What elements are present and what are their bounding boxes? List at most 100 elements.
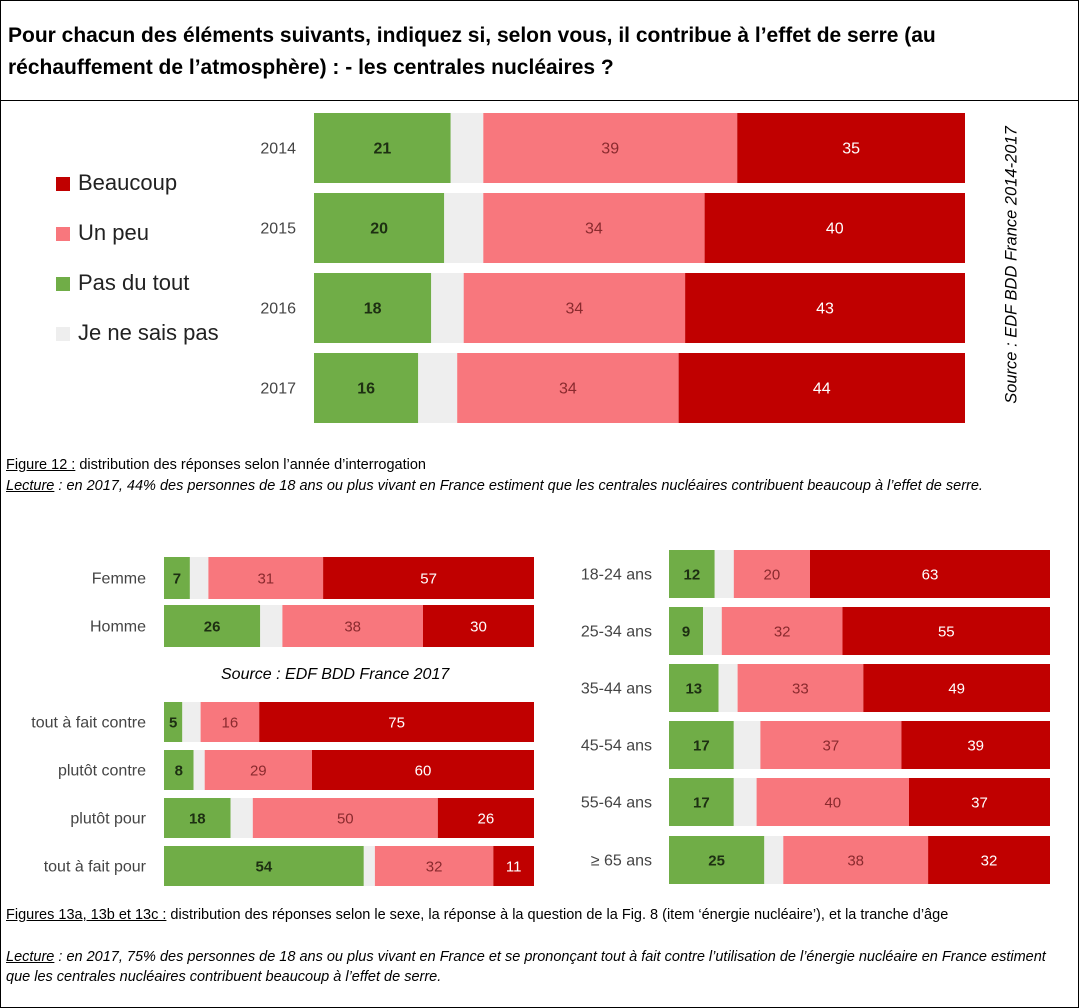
bar-un-peu-45-54-ans <box>760 721 902 769</box>
bar-pas-du-tout-2015 <box>314 193 445 263</box>
bar-un-peu-plutot-contre <box>204 750 312 790</box>
value-label-un-peu-2017: 34 <box>559 381 577 398</box>
value-label-beaucoup-femme: 57 <box>420 570 437 587</box>
bar-un-peu-tout-a-fait-contre <box>200 702 260 742</box>
bar-pas-du-tout-45-54-ans <box>669 721 734 769</box>
bar-beaucoup-tout-a-fait-contre <box>259 702 534 742</box>
value-label-un-peu-65-ans: 38 <box>847 852 864 869</box>
value-label-pas-du-tout-18-24-ans: 12 <box>684 566 701 583</box>
value-label-pas-du-tout-25-34-ans: 9 <box>682 623 690 640</box>
bar-beaucoup-25-34-ans <box>842 607 1050 655</box>
value-label-un-peu-35-44-ans: 33 <box>792 680 809 697</box>
value-label-pas-du-tout-plutot-contre: 8 <box>175 762 183 779</box>
bar-un-peu-homme <box>282 605 423 647</box>
stacked-bar-chart-2: Femme 7 31 57 Homme 26 38 30 <box>90 557 534 647</box>
bar-je-ne-sais-pas-plutot-contre <box>193 750 205 790</box>
bar-pas-du-tout-2016 <box>314 273 432 343</box>
value-label-beaucoup-65-ans: 32 <box>981 852 998 869</box>
legend-label: Un peu <box>78 220 149 245</box>
value-label-pas-du-tout-35-44-ans: 13 <box>685 680 702 697</box>
caption-lecture-12: Lecture : en 2017, 44% des personnes de … <box>6 476 1074 496</box>
value-label-un-peu-55-64-ans: 40 <box>824 794 841 811</box>
category-label-2016: 2016 <box>260 301 296 318</box>
value-label-pas-du-tout-2014: 21 <box>374 141 392 158</box>
legend-swatch <box>56 177 70 191</box>
bar-beaucoup-2015 <box>704 193 965 263</box>
value-label-un-peu-femme: 31 <box>257 570 274 587</box>
bar-beaucoup-plutot-pour <box>437 798 534 838</box>
bar-beaucoup-2014 <box>737 113 965 183</box>
category-label-45-54-ans: 45-54 ans <box>581 738 652 755</box>
caption-text: : en 2017, 75% des personnes de 18 ans o… <box>6 949 1046 985</box>
value-label-beaucoup-tout-a-fait-contre: 75 <box>388 714 405 731</box>
bar-un-peu-18-24-ans <box>733 550 810 598</box>
value-label-pas-du-tout-55-64-ans: 17 <box>693 794 710 811</box>
category-label-35-44-ans: 35-44 ans <box>581 681 652 698</box>
bar-pas-du-tout-plutot-contre <box>164 750 194 790</box>
bar-je-ne-sais-pas-45-54-ans <box>733 721 761 769</box>
value-label-un-peu-tout-a-fait-contre: 16 <box>222 714 239 731</box>
legend-label: Beaucoup <box>78 170 178 195</box>
value-label-beaucoup-18-24-ans: 63 <box>922 566 939 583</box>
bar-beaucoup-homme <box>423 605 534 647</box>
bar-un-peu-2015 <box>483 193 705 263</box>
value-label-beaucoup-2014: 35 <box>842 141 860 158</box>
value-label-un-peu-25-34-ans: 32 <box>774 623 791 640</box>
stacked-bar-chart-4: 18-24 ans 12 20 63 25-34 ans 9 32 55 35-44 ans 13… <box>581 550 1050 884</box>
value-label-pas-du-tout-homme: 26 <box>204 618 221 635</box>
bar-pas-du-tout-35-44-ans <box>669 664 719 712</box>
value-label-beaucoup-25-34-ans: 55 <box>938 623 955 640</box>
bar-pas-du-tout-25-34-ans <box>669 607 703 655</box>
value-label-pas-du-tout-tout-a-fait-contre: 5 <box>169 714 177 731</box>
bar-beaucoup-tout-a-fait-pour <box>493 846 534 886</box>
value-label-pas-du-tout-femme: 7 <box>173 570 181 587</box>
page-title: Pour chacun des éléments suivants, indiq… <box>8 24 936 79</box>
bar-pas-du-tout-plutot-pour <box>164 798 231 838</box>
value-label-un-peu-plutot-contre: 29 <box>250 762 267 779</box>
value-label-beaucoup-55-64-ans: 37 <box>971 794 988 811</box>
bar-je-ne-sais-pas-tout-a-fait-pour <box>363 846 375 886</box>
value-label-un-peu-plutot-pour: 50 <box>337 810 354 827</box>
value-label-pas-du-tout-65-ans: 25 <box>708 852 725 869</box>
bar-un-peu-tout-a-fait-pour <box>374 846 494 886</box>
value-label-un-peu-18-24-ans: 20 <box>764 566 781 583</box>
bar-pas-du-tout-2014 <box>314 113 451 183</box>
bar-beaucoup-35-44-ans <box>863 664 1050 712</box>
category-label-2015: 2015 <box>260 221 296 238</box>
caption-ref: Figures 13a, 13b et 13c : <box>6 907 167 923</box>
value-label-beaucoup-homme: 30 <box>470 618 487 635</box>
value-label-un-peu-2016: 34 <box>566 301 584 318</box>
caption-figure-12: Figure 12 : distribution des réponses se… <box>6 455 426 475</box>
bar-je-ne-sais-pas-tout-a-fait-contre <box>182 702 201 742</box>
bar-un-peu-55-64-ans <box>756 778 909 826</box>
caption-ref: Lecture <box>6 478 55 494</box>
bar-beaucoup-65-ans <box>928 836 1050 884</box>
value-label-pas-du-tout-2015: 20 <box>370 221 388 238</box>
category-label-18-24-ans: 18-24 ans <box>581 567 652 584</box>
bar-pas-du-tout-homme <box>164 605 261 647</box>
bar-je-ne-sais-pas-25-34-ans <box>703 607 722 655</box>
bar-pas-du-tout-tout-a-fait-pour <box>164 846 364 886</box>
bar-pas-du-tout-65-ans <box>669 836 765 884</box>
bar-beaucoup-55-64-ans <box>909 778 1050 826</box>
caption-text: : en 2017, 44% des personnes de 18 ans o… <box>54 478 983 494</box>
category-label-homme: Homme <box>90 619 146 636</box>
category-label-65-ans: ≥ 65 ans <box>591 853 652 870</box>
category-label-femme: Femme <box>92 571 146 588</box>
value-label-un-peu-tout-a-fait-pour: 32 <box>426 858 443 875</box>
legend-label: Pas du tout <box>78 270 190 295</box>
legend-swatch <box>56 277 70 291</box>
stacked-bar-chart-1: 2014 21 39 35 2015 20 34 40 2016 18 34 43 2017 16 34 44 <box>260 113 965 423</box>
category-label-2014: 2014 <box>260 141 296 158</box>
bar-beaucoup-2016 <box>685 273 965 343</box>
bar-un-peu-2017 <box>457 353 679 423</box>
bar-je-ne-sais-pas-65-ans <box>764 836 784 884</box>
bar-beaucoup-2017 <box>678 353 965 423</box>
value-label-beaucoup-35-44-ans: 49 <box>948 680 965 697</box>
bar-un-peu-2014 <box>483 113 738 183</box>
value-label-pas-du-tout-tout-a-fait-pour: 54 <box>256 858 273 875</box>
value-label-beaucoup-2017: 44 <box>813 381 831 398</box>
bar-un-peu-femme <box>208 557 324 599</box>
category-label-tout-a-fait-pour: tout à fait pour <box>44 859 147 876</box>
